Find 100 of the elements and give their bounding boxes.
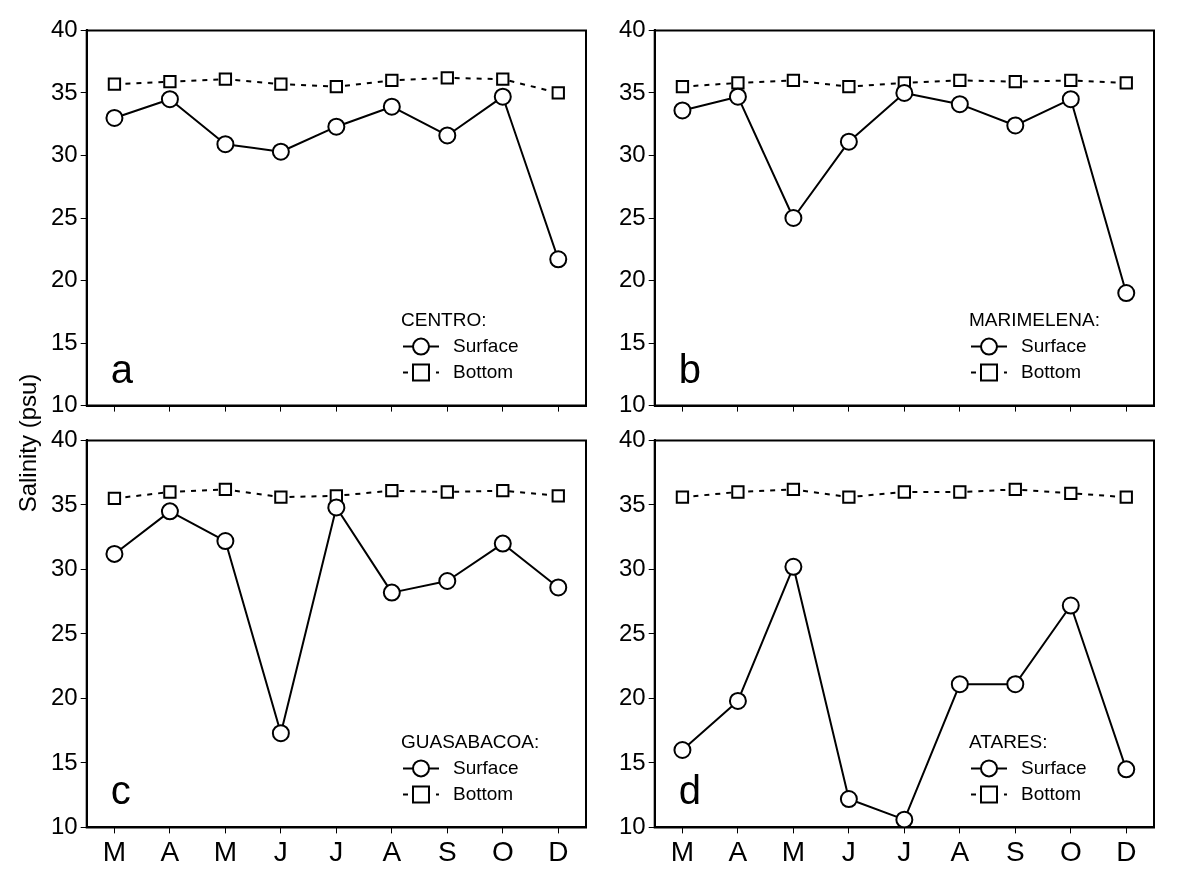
point: [327, 498, 346, 517]
legend-label: Surface: [1021, 334, 1087, 356]
y-tick-label: 35: [50, 77, 78, 105]
point: [1061, 90, 1080, 109]
x-tick-label: A: [950, 835, 970, 867]
point: [160, 90, 179, 109]
point: [897, 485, 912, 499]
legend-label: Bottom: [453, 360, 514, 382]
x-tick-label: D: [548, 835, 569, 867]
point: [496, 484, 510, 498]
y-tick-label: 10: [618, 812, 646, 840]
y-axis-title: Salinity (psu): [14, 373, 42, 513]
legend-label: Bottom: [1021, 360, 1082, 382]
point: [895, 83, 914, 102]
point: [551, 489, 565, 503]
x-tick-label: J: [273, 835, 288, 867]
y-tick-label: 35: [50, 489, 78, 517]
point: [549, 250, 568, 269]
point: [438, 126, 457, 145]
annotation: a: [110, 346, 134, 391]
x-tick-label: M: [213, 835, 238, 867]
y-tick-label: 20: [618, 683, 646, 711]
legend-title: CENTRO:: [401, 308, 487, 330]
y-tick-label: 10: [50, 390, 78, 418]
point: [163, 485, 177, 499]
point: [786, 482, 801, 497]
point: [953, 73, 967, 88]
point: [218, 72, 233, 86]
point: [675, 80, 690, 94]
point: [786, 73, 801, 88]
point: [551, 86, 565, 100]
y-tick-label: 30: [50, 554, 78, 582]
point: [216, 532, 235, 551]
annotation: c: [110, 768, 131, 813]
point: [1119, 490, 1133, 504]
y-tick-label: 20: [50, 265, 78, 293]
x-tick-label: O: [1059, 835, 1082, 867]
point: [160, 502, 179, 521]
legend-label: Surface: [453, 334, 519, 356]
point: [218, 482, 233, 497]
point: [784, 557, 803, 576]
point: [950, 675, 969, 694]
point: [1064, 73, 1078, 88]
x-tick-label: J: [897, 835, 912, 867]
x-tick-label: A: [160, 835, 180, 867]
point: [1006, 675, 1025, 694]
x-tick-label: O: [491, 835, 514, 867]
point: [107, 77, 122, 91]
x-tick-label: S: [1005, 835, 1025, 867]
point: [271, 724, 290, 743]
x-tick-label: A: [382, 835, 402, 867]
point: [493, 87, 512, 106]
y-tick-label: 10: [50, 812, 78, 840]
point: [842, 80, 856, 94]
y-tick-label: 30: [618, 140, 646, 168]
legend-title: ATARES:: [969, 730, 1048, 752]
point: [274, 77, 288, 91]
legend-label: Surface: [1021, 756, 1087, 778]
y-tick-label: 20: [618, 265, 646, 293]
point: [216, 135, 235, 154]
y-tick-label: 35: [618, 489, 646, 517]
point: [842, 490, 856, 504]
y-tick-label: 15: [618, 747, 646, 775]
point: [1064, 486, 1078, 500]
x-tick-label: S: [437, 835, 457, 867]
annotation: d: [678, 768, 701, 813]
point: [673, 741, 692, 759]
x-tick-label: J: [841, 835, 856, 867]
point: [271, 142, 290, 161]
point: [839, 132, 858, 151]
y-tick-label: 40: [618, 15, 646, 43]
y-tick-label: 15: [50, 327, 78, 355]
point: [728, 87, 747, 106]
y-tick-label: 25: [50, 618, 78, 646]
point: [675, 490, 690, 504]
y-tick-label: 40: [618, 425, 646, 453]
y-tick-label: 40: [50, 15, 78, 43]
point: [1006, 116, 1025, 135]
legend-label: Surface: [453, 756, 519, 778]
point: [1008, 75, 1022, 89]
y-tick-label: 25: [618, 618, 646, 646]
point: [728, 691, 747, 710]
point: [107, 491, 122, 506]
legend-title: GUASABACOA:: [401, 730, 540, 752]
point: [839, 790, 858, 809]
point: [1008, 482, 1022, 497]
x-tick-label: M: [102, 835, 127, 867]
point: [784, 209, 803, 227]
point: [895, 810, 914, 828]
y-tick-label: 15: [50, 747, 78, 775]
point: [496, 72, 510, 86]
point: [438, 572, 457, 591]
y-tick-label: 40: [50, 425, 78, 453]
point: [1117, 760, 1136, 779]
legend-label: Bottom: [453, 782, 514, 804]
y-tick-label: 10: [618, 390, 646, 418]
x-tick-label: J: [329, 835, 344, 867]
point: [382, 583, 401, 602]
legend-title: MARIMELENA:: [969, 308, 1100, 330]
point: [549, 578, 568, 597]
